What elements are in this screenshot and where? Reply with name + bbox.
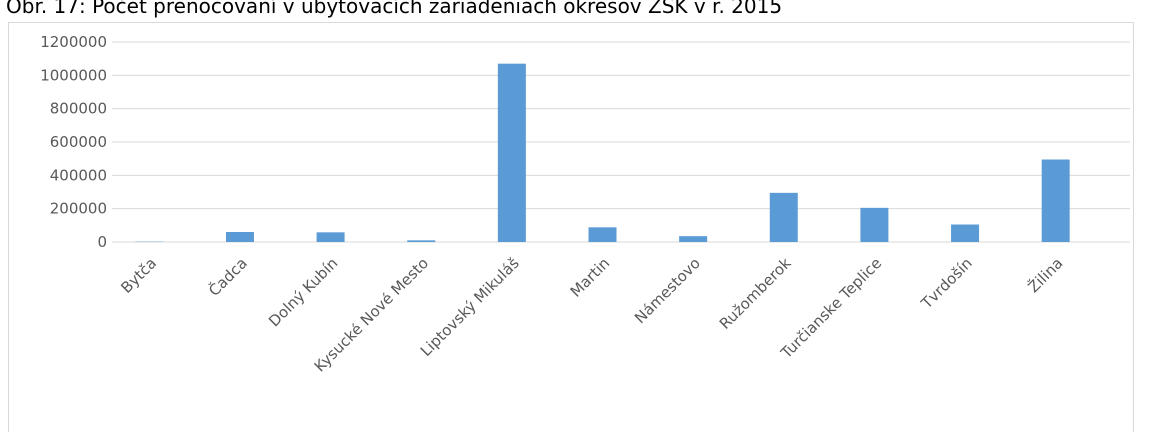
bar — [225, 232, 254, 242]
y-tick-label: 400000 — [50, 166, 107, 184]
bar — [860, 207, 889, 242]
bar — [769, 192, 798, 242]
y-tick-label: 1000000 — [40, 66, 107, 84]
bar — [1041, 159, 1070, 242]
y-tick-label: 200000 — [50, 200, 107, 218]
chart-frame — [8, 22, 1134, 432]
bar — [316, 232, 345, 242]
y-tick-label: 800000 — [50, 100, 107, 118]
y-tick-label: 600000 — [50, 133, 107, 151]
bar — [588, 227, 617, 242]
y-tick-label: 0 — [97, 233, 107, 251]
chart-title: Obr. 17: Počet prenocovaní v ubytovacích… — [6, 0, 782, 18]
y-tick-label: 1200000 — [40, 33, 107, 51]
bar — [951, 224, 980, 242]
bar — [497, 63, 526, 242]
bar — [407, 240, 436, 242]
bar — [679, 236, 708, 242]
